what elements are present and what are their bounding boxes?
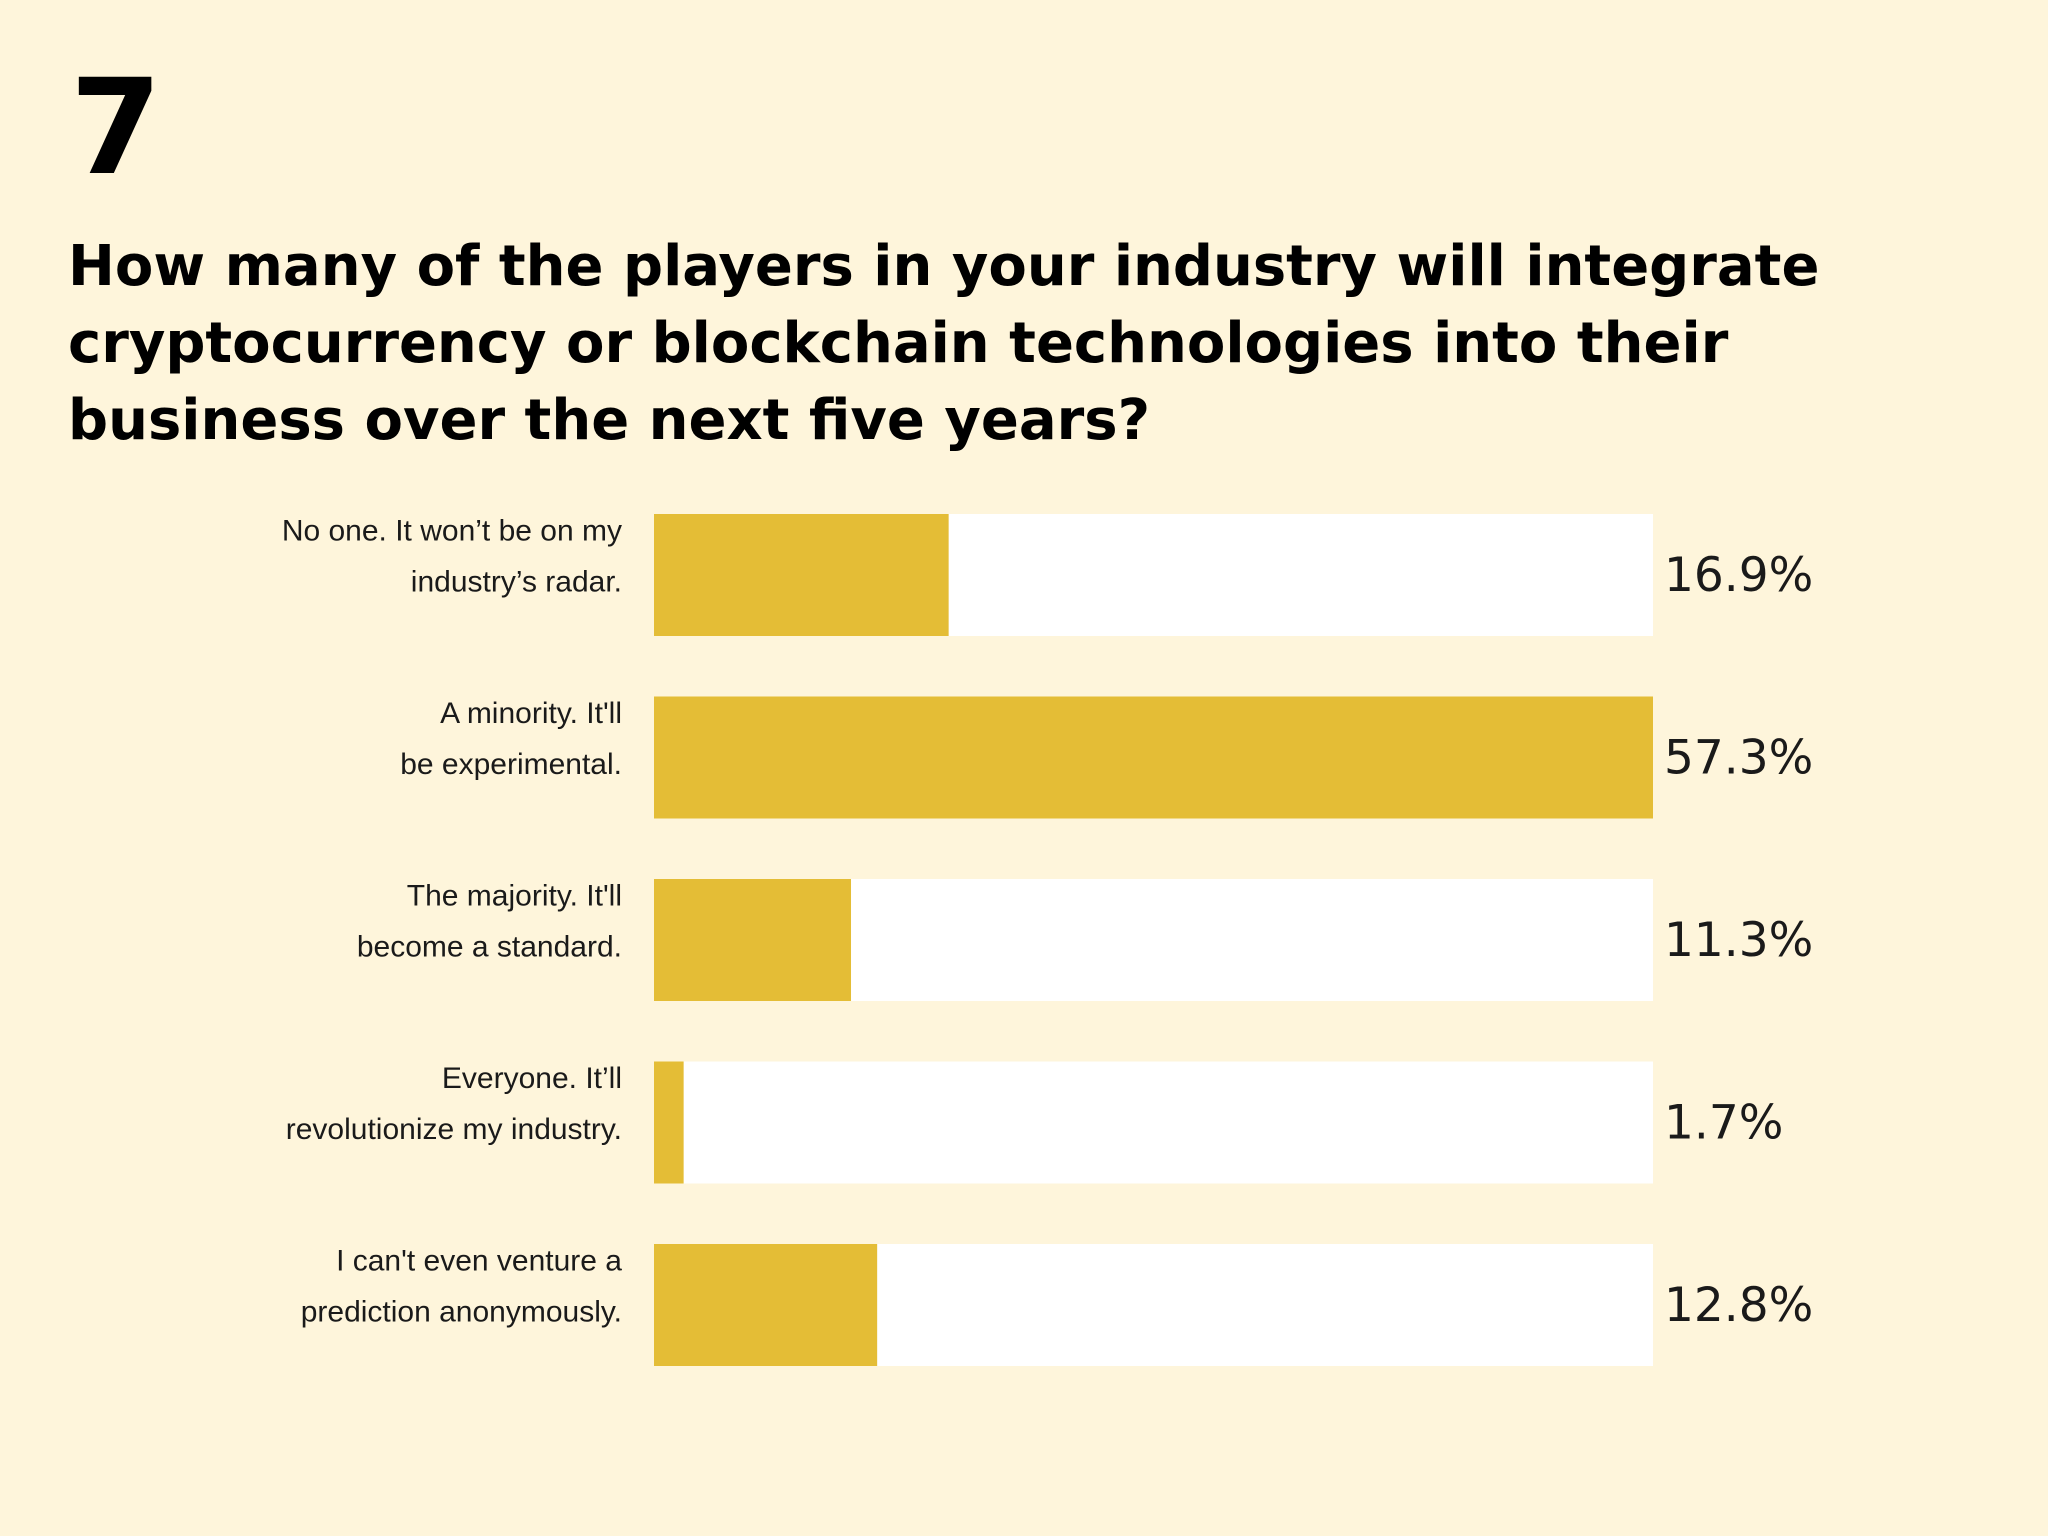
- value-label-1: 16.9%: [1664, 548, 1813, 603]
- bar-fill-4: [654, 1061, 684, 1184]
- question-title: How many of the players in your industry…: [68, 234, 1820, 453]
- bar-fill-5: [654, 1244, 878, 1366]
- category-label-3: The majority. It'll become a standard.: [357, 880, 622, 964]
- bar-fill-2: [654, 696, 1653, 819]
- category-label-4: Everyone. It’ll revolutionize my industry…: [286, 1062, 622, 1146]
- value-label-4: 1.7%: [1664, 1096, 1783, 1151]
- category-label-1: No one. It won’t be on my industry’s rada…: [282, 515, 622, 599]
- category-label-2: A minority. It'll be experimental.: [400, 697, 622, 781]
- bar-fill-1: [654, 514, 949, 636]
- bar-track-4: [654, 1061, 1653, 1184]
- value-label-2: 57.3%: [1664, 731, 1813, 786]
- bar-fill-3: [654, 879, 852, 1001]
- category-label-5: I can't even venture a prediction anonymo…: [301, 1245, 623, 1329]
- value-label-3: 11.3%: [1664, 913, 1813, 968]
- question-number: 7: [70, 51, 162, 205]
- value-label-5: 12.8%: [1664, 1278, 1813, 1333]
